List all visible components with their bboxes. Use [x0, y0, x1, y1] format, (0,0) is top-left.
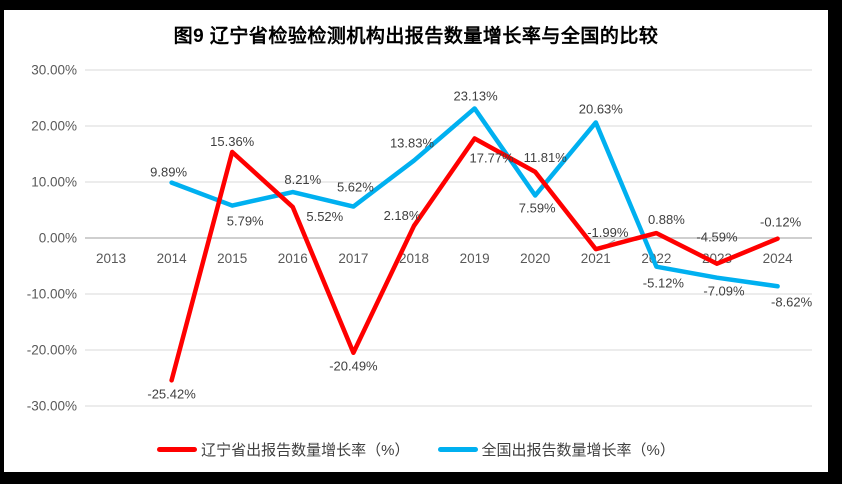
data-label: 17.77% [470, 150, 515, 165]
data-label: 13.83% [390, 136, 435, 151]
data-label: -4.59% [696, 230, 738, 245]
data-label: -8.62% [771, 294, 813, 309]
data-label: -25.42% [147, 386, 196, 401]
data-label: 23.13% [454, 88, 499, 103]
national-line-swatch-icon [437, 447, 478, 452]
y-axis-tick-label: -20.00% [27, 343, 77, 358]
y-axis-tick-label: 0.00% [39, 231, 77, 246]
legend: 辽宁省出报告数量增长率（%） 全国出报告数量增长率（%） [4, 439, 828, 460]
y-axis-tick-label: -10.00% [27, 287, 77, 302]
legend-label-national: 全国出报告数量增长率（%） [481, 442, 675, 459]
legend-label-liaoning: 辽宁省出报告数量增长率（%） [201, 442, 410, 459]
x-axis-tick-label: 2020 [520, 251, 550, 266]
data-label: 5.79% [227, 214, 264, 229]
data-label: 7.59% [519, 200, 556, 215]
x-axis-tick-label: 2021 [581, 251, 611, 266]
data-label: -1.99% [587, 225, 629, 240]
x-axis-tick-label: 2015 [217, 251, 247, 266]
data-label: 8.21% [284, 172, 321, 187]
data-label: -5.12% [643, 276, 685, 291]
y-axis-tick-label: 30.00% [31, 63, 77, 78]
plot-area: 30.00% 20.00% 10.00% 0.00% -10.00% -20.00% -30… [27, 63, 813, 414]
x-axis-tick-label: 2022 [641, 251, 671, 266]
x-axis-tick-label: 2017 [338, 251, 368, 266]
legend-item-national: 全国出报告数量增长率（%） [437, 439, 675, 460]
x-axis-tick-label: 2024 [763, 251, 794, 266]
data-label: 9.89% [150, 165, 187, 180]
legend-item-liaoning: 辽宁省出报告数量增长率（%） [157, 439, 410, 460]
data-label: 2.18% [384, 208, 421, 223]
series-line-1 [169, 106, 780, 289]
data-label: 15.36% [210, 134, 255, 149]
data-label: -0.12% [760, 215, 802, 230]
data-label: 5.62% [337, 180, 374, 195]
data-label: -7.09% [703, 284, 745, 299]
chart-title: 图9 辽宁省检验检测机构出报告数量增长率与全国的比较 [173, 26, 659, 47]
series-line-0 [169, 136, 780, 383]
data-label: 5.52% [306, 209, 343, 224]
x-axis-tick-label: 2013 [96, 251, 126, 266]
data-label: 20.63% [579, 101, 624, 116]
data-label: 11.81% [524, 150, 568, 165]
x-axis-tick-label: 2016 [278, 251, 308, 266]
x-axis-tick-label: 2018 [399, 251, 429, 266]
chart-canvas: 30.00% 20.00% 10.00% 0.00% -10.00% -20.00% -30… [4, 10, 828, 472]
y-axis-tick-label: 20.00% [31, 119, 77, 134]
x-axis-tick-label: 2019 [460, 251, 490, 266]
liaoning-line-swatch-icon [157, 447, 198, 452]
data-label: -20.49% [329, 359, 378, 374]
y-axis-tick-label: 10.00% [31, 175, 77, 190]
y-axis-tick-label: -30.00% [27, 399, 77, 414]
data-label: 0.88% [648, 212, 685, 227]
x-axis-tick-label: 2014 [157, 251, 188, 266]
